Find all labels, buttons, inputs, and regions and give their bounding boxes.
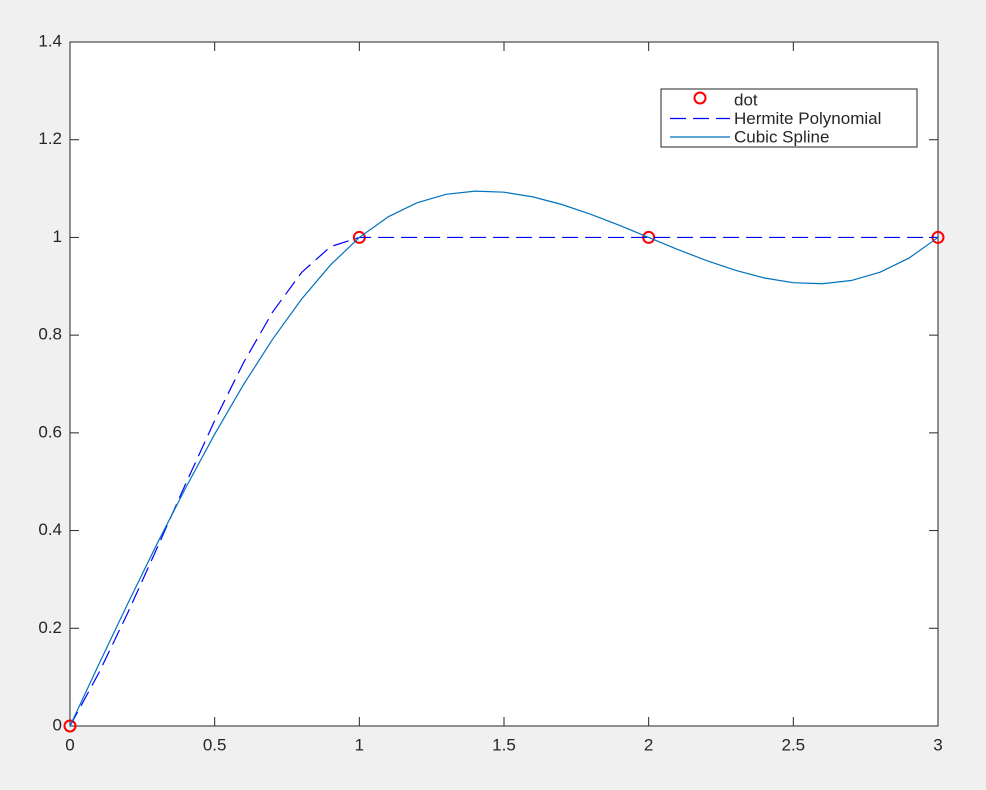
series-line — [69, 190, 939, 727]
x-tick-label: 2 — [644, 735, 653, 754]
y-tick-label: 1.2 — [38, 129, 62, 148]
x-tick-label: 0.5 — [203, 735, 227, 754]
y-tick-label: 0.8 — [38, 325, 62, 344]
y-tick-label: 0.6 — [38, 422, 62, 441]
y-tick-label: 0.2 — [38, 618, 62, 637]
y-tick-label: 0.4 — [38, 520, 62, 539]
legend-label: Cubic Spline — [734, 127, 829, 146]
y-tick-label: 1.4 — [38, 31, 62, 50]
legend-label: Hermite Polynomial — [734, 109, 881, 128]
y-tick-label: 0 — [53, 715, 62, 734]
x-tick-label: 3 — [933, 735, 942, 754]
x-tick-label: 0 — [65, 735, 74, 754]
legend-label: dot — [734, 90, 758, 109]
series-line — [69, 236, 938, 727]
y-tick-label: 1 — [53, 227, 62, 246]
legend-swatch — [693, 91, 707, 105]
axes-box — [69, 41, 939, 727]
data-point — [63, 719, 77, 733]
x-tick-label: 1.5 — [492, 735, 516, 754]
x-tick-label: 2.5 — [782, 735, 806, 754]
plot-area — [70, 42, 938, 726]
x-tick-label: 1 — [355, 735, 364, 754]
